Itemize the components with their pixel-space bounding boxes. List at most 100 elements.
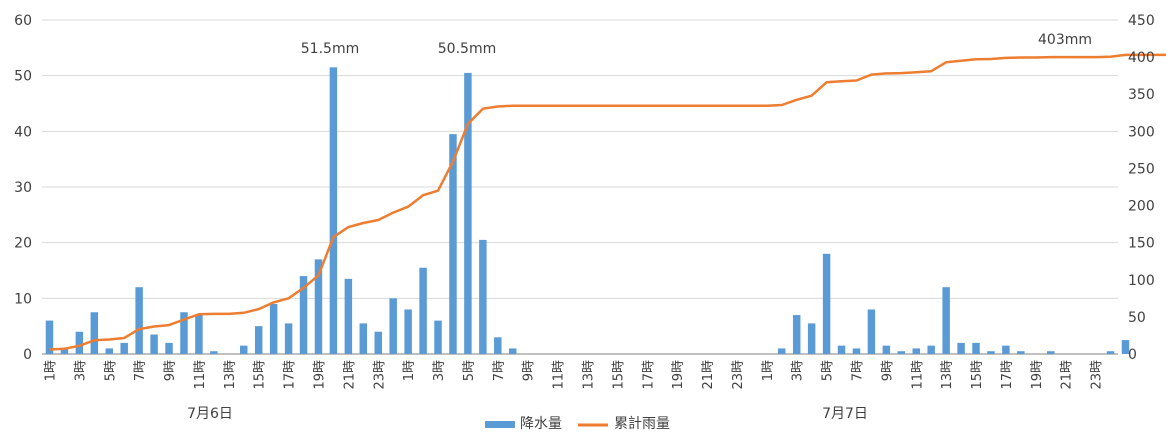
bar	[389, 298, 397, 354]
bar	[449, 134, 457, 354]
bar	[852, 348, 861, 354]
bar	[1121, 340, 1130, 354]
bar	[957, 342, 965, 354]
legend: 降水量 累計雨量	[485, 416, 670, 432]
bar	[135, 287, 143, 354]
bar	[1047, 351, 1055, 354]
axes: 0 10 20 30 40 50 60 0 50 100 150 200 250 300 350 400 450…	[14, 13, 1155, 390]
bar	[269, 303, 278, 354]
x-tick-label: 19時	[671, 360, 686, 390]
bar	[329, 67, 338, 355]
x-tick-label: 3時	[432, 360, 447, 381]
x-tick-label: 23時	[1090, 360, 1105, 390]
x-tick-label: 19時	[1030, 360, 1045, 390]
x-tick-label: 3時	[791, 360, 806, 381]
bar	[150, 334, 158, 354]
x-tick-label: 21時	[1060, 360, 1075, 390]
x-tick-label: 5時	[462, 360, 477, 381]
x-group-label-day2: 7月7日	[822, 406, 868, 422]
y-left-tick-label: 0	[23, 347, 32, 363]
x-group-label-day1: 7月6日	[187, 406, 233, 422]
bar	[822, 253, 831, 354]
y-right-tick-label: 50	[1128, 310, 1146, 326]
bar	[1002, 345, 1010, 354]
y-left-tick-label: 50	[14, 69, 32, 85]
bar	[240, 345, 248, 354]
bar	[419, 267, 427, 354]
x-tick-label: 1時	[44, 360, 59, 381]
bar	[254, 326, 263, 354]
y-left-tick-label: 10	[14, 291, 32, 307]
x-tick-label: 23時	[372, 360, 387, 390]
x-tick-label: 1時	[761, 360, 776, 381]
annotation-peak-2: 50.5mm	[438, 41, 496, 57]
y-left-tick-label: 30	[14, 180, 32, 196]
y-right-tick-label: 350	[1128, 87, 1155, 103]
x-tick-label: 15時	[611, 360, 626, 390]
bar	[434, 320, 442, 354]
bar	[45, 320, 54, 354]
x-tick-label: 15時	[253, 360, 268, 390]
bar	[60, 348, 69, 354]
y-right-tick-label: 450	[1128, 13, 1155, 29]
x-tick-label: 15時	[970, 360, 985, 390]
x-tick-label: 13時	[223, 360, 238, 390]
x-tick-label: 17時	[641, 360, 656, 390]
grid-lines	[42, 19, 1118, 355]
annotation-total: 403mm	[1038, 32, 1092, 48]
x-tick-label: 21時	[342, 360, 357, 390]
x-tick-label: 19時	[313, 360, 328, 390]
bar	[778, 348, 786, 354]
bar	[284, 323, 293, 354]
y-right-tick-label: 100	[1128, 273, 1155, 289]
bar	[927, 345, 935, 354]
x-tick-label: 5時	[821, 360, 836, 381]
bar	[792, 315, 801, 354]
x-tick-label: 11時	[552, 360, 567, 390]
bar	[837, 345, 846, 354]
legend-label-cumulative: 累計雨量	[614, 416, 670, 432]
bar	[404, 309, 412, 354]
x-tick-label: 11時	[193, 360, 208, 390]
x-tick-label: 11時	[910, 360, 925, 390]
y-right-tick-label: 200	[1128, 199, 1155, 215]
x-tick-label: 5時	[103, 360, 118, 381]
bar	[90, 312, 99, 354]
x-tick-label: 7時	[492, 360, 507, 381]
bar	[912, 348, 920, 354]
bar	[195, 315, 203, 354]
y-left-tick-label: 20	[14, 236, 32, 252]
annotation-peak-1: 51.5mm	[301, 41, 359, 57]
x-tick-label: 23時	[731, 360, 746, 390]
bar	[374, 331, 382, 354]
bar	[867, 309, 876, 354]
y-left-tick-label: 40	[14, 124, 32, 140]
bar	[897, 351, 906, 354]
bar	[479, 239, 487, 354]
y-right-tick-label: 400	[1128, 50, 1155, 66]
bar	[105, 348, 113, 354]
x-tick-label: 13時	[582, 360, 597, 390]
bar	[120, 342, 128, 354]
bar	[1017, 351, 1025, 354]
bar	[1106, 351, 1115, 354]
bar	[987, 351, 995, 354]
bar	[314, 259, 323, 354]
x-tick-label: 9時	[522, 360, 537, 381]
x-tick-label: 7時	[133, 360, 148, 381]
legend-swatch-rainfall	[485, 421, 515, 428]
y-right-tick-label: 150	[1128, 236, 1155, 252]
bar	[882, 345, 891, 354]
bar	[299, 276, 308, 354]
x-tick-label: 3時	[73, 360, 88, 381]
bar	[807, 323, 816, 354]
bar	[972, 342, 980, 354]
x-tick-label: 21時	[701, 360, 716, 390]
y-right-tick-label: 250	[1128, 161, 1155, 177]
x-tick-label: 13時	[940, 360, 955, 390]
x-tick-label: 17時	[1000, 360, 1015, 390]
line-cumulative	[49, 53, 1166, 351]
bar	[210, 351, 218, 354]
bar	[165, 342, 173, 354]
